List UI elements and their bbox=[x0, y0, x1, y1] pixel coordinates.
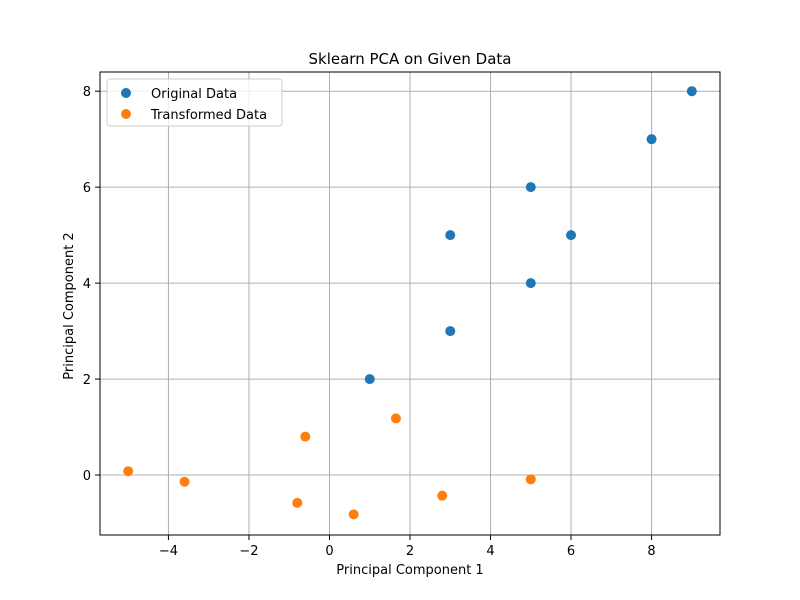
transformed-data-point bbox=[525, 474, 536, 485]
x-ticks: −4 −2 0 2 4 6 8 bbox=[159, 535, 656, 559]
transformed-data-point bbox=[348, 509, 359, 520]
x-tick-label: 4 bbox=[486, 544, 494, 559]
data-points bbox=[123, 86, 697, 520]
x-tick-label: 6 bbox=[567, 544, 575, 559]
y-tick-label: 2 bbox=[83, 373, 91, 388]
original-data-point bbox=[525, 182, 536, 193]
legend-box bbox=[106, 78, 283, 127]
x-tick-label: 2 bbox=[406, 544, 414, 559]
x-tick-label: −4 bbox=[159, 544, 178, 559]
transformed-data-point bbox=[292, 497, 303, 508]
original-data-point bbox=[445, 230, 456, 241]
original-data-point bbox=[445, 326, 456, 337]
legend: Original Data Transformed Data bbox=[106, 78, 283, 127]
y-tick-label: 0 bbox=[83, 469, 91, 484]
transformed-data-point bbox=[179, 476, 190, 487]
legend-marker bbox=[121, 88, 131, 98]
y-tick-label: 6 bbox=[83, 181, 91, 196]
y-tick-label: 4 bbox=[83, 277, 91, 292]
legend-marker bbox=[121, 109, 131, 119]
transformed-data-point bbox=[390, 413, 401, 424]
x-axis-label: Principal Component 1 bbox=[336, 563, 483, 578]
original-data-point bbox=[566, 230, 577, 241]
x-tick-label: 0 bbox=[325, 544, 333, 559]
original-data-point bbox=[686, 86, 697, 97]
y-tick-label: 8 bbox=[83, 85, 91, 100]
legend-label: Original Data bbox=[151, 87, 237, 102]
legend-label: Transformed Data bbox=[150, 108, 267, 123]
transformed-data-point bbox=[300, 431, 311, 442]
transformed-data-point bbox=[437, 490, 448, 501]
original-data-point bbox=[646, 134, 657, 145]
x-tick-label: −2 bbox=[239, 544, 258, 559]
y-ticks: 0 2 4 6 8 bbox=[83, 85, 100, 484]
grid-lines bbox=[100, 72, 720, 535]
y-axis-label: Principal Component 2 bbox=[62, 232, 77, 379]
x-tick-label: 8 bbox=[647, 544, 655, 559]
transformed-data-point bbox=[123, 466, 134, 477]
original-data-point bbox=[525, 278, 536, 289]
chart-title: Sklearn PCA on Given Data bbox=[309, 50, 512, 68]
original-data-point bbox=[364, 374, 375, 385]
